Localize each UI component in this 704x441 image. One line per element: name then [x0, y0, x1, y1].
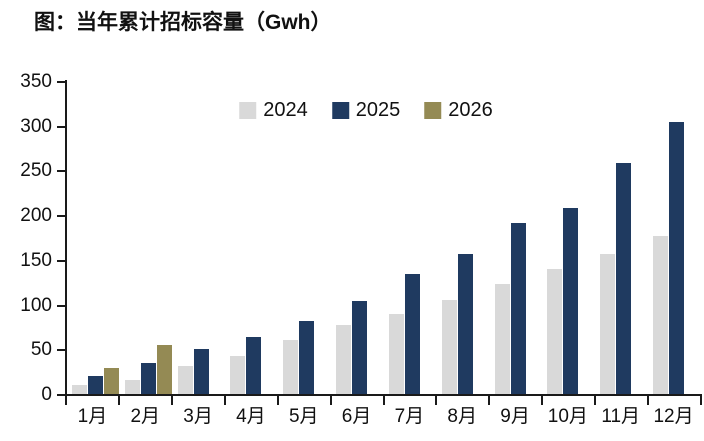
bar-group-6月	[331, 81, 384, 394]
y-tick	[57, 304, 65, 307]
bar-group-11月	[595, 81, 648, 394]
y-tick	[57, 125, 65, 128]
bar-2024-3月	[177, 366, 193, 394]
bar-2024-7月	[388, 314, 404, 394]
x-tick	[541, 396, 544, 405]
bar-2024-4月	[230, 355, 246, 394]
legend-label: 2025	[355, 99, 401, 121]
x-tick	[647, 396, 650, 405]
bar-2025-3月	[193, 349, 209, 394]
x-tick-label: 7月	[394, 406, 425, 427]
y-tick-label: 150	[20, 249, 52, 271]
y-tick	[57, 81, 65, 83]
x-tick	[382, 396, 385, 405]
bar-2025-10月	[563, 208, 579, 394]
bar-2025-4月	[246, 336, 262, 394]
x-tick-label: 9月	[500, 406, 530, 427]
bar-2024-9月	[494, 284, 510, 394]
x-tick-label: 6月	[341, 406, 372, 427]
y-tick-label: 200	[20, 205, 52, 227]
legend-label: 2024	[263, 99, 308, 121]
bar-2024-10月	[547, 268, 563, 394]
bar-group-1月	[67, 81, 120, 394]
x-tick	[117, 396, 120, 405]
legend-item-2026: 2026	[424, 99, 493, 122]
x-axis-labels: 1月 2月 3月 4月 5月 6月 7月 8月 9月 10月 11月 12月	[66, 401, 700, 428]
bar-2024-11月	[600, 253, 616, 394]
y-tick	[57, 215, 65, 218]
bar-2025-2月	[140, 362, 156, 394]
bar-2025-6月	[352, 301, 368, 394]
bar-2024-12月	[653, 235, 669, 394]
x-tick-label: 10月	[547, 406, 588, 427]
x-tick	[170, 396, 173, 405]
legend-item-2025: 2025	[331, 99, 401, 122]
bar-2025-8月	[457, 253, 473, 394]
bar-2025-12月	[669, 122, 685, 394]
bar-2025-5月	[299, 320, 315, 394]
plot-area	[67, 81, 701, 394]
y-tick-label: 250	[20, 160, 52, 182]
x-tick	[488, 396, 491, 405]
bar-group-8月	[437, 81, 490, 394]
bar-group-2月	[120, 81, 173, 394]
legend-swatch-icon	[331, 102, 349, 119]
x-tick	[223, 396, 226, 405]
y-tick	[57, 349, 65, 352]
x-tick-label: 11月	[601, 406, 641, 427]
chart-legend: 2024 2025 2026	[239, 99, 493, 122]
y-tick-label: 350	[20, 71, 52, 92]
x-tick	[435, 396, 438, 405]
bar-group-7月	[384, 81, 437, 394]
x-tick-label: 5月	[288, 406, 319, 427]
x-tick	[276, 396, 279, 405]
bar-group-3月	[173, 81, 226, 394]
y-tick-label: 300	[20, 115, 52, 137]
x-tick-label: 1月	[77, 406, 108, 427]
x-tick-label: 8月	[447, 406, 477, 427]
bar-2025-11月	[616, 163, 632, 394]
bar-group-9月	[490, 81, 543, 394]
legend-item-2024: 2024	[239, 99, 308, 122]
x-tick	[700, 396, 702, 405]
bar-2025-9月	[510, 223, 526, 394]
x-tick-label: 3月	[183, 406, 213, 427]
bar-2026-2月	[156, 344, 172, 394]
bar-2025-7月	[404, 274, 420, 394]
legend-swatch-icon	[424, 102, 442, 119]
y-tick	[57, 394, 65, 396]
bar-group-4月	[225, 81, 278, 394]
bar-group-10月	[542, 81, 595, 394]
bar-2025-1月	[88, 376, 103, 394]
bar-2024-6月	[336, 325, 352, 394]
x-tick	[65, 396, 67, 405]
bar-2024-2月	[124, 379, 140, 394]
x-tick	[329, 396, 332, 405]
legend-label: 2026	[448, 99, 493, 121]
y-tick-label: 50	[30, 339, 52, 361]
y-axis-line	[65, 80, 67, 405]
y-tick-label: 100	[20, 294, 52, 316]
legend-swatch-icon	[239, 102, 257, 119]
x-axis-line	[65, 394, 702, 396]
bar-group-5月	[278, 81, 331, 394]
bar-2026-1月	[104, 368, 119, 394]
x-tick-label: 12月	[653, 406, 694, 427]
y-tick-label: 0	[41, 384, 52, 405]
y-tick	[57, 170, 65, 173]
bar-2024-8月	[441, 300, 457, 394]
x-tick-label: 2月	[130, 406, 161, 427]
bar-group-12月	[648, 81, 701, 394]
x-tick-label: 4月	[236, 406, 266, 427]
bar-2024-5月	[283, 340, 299, 394]
y-tick	[57, 259, 65, 262]
x-tick	[594, 396, 597, 405]
chart-title: 图：当年累计招标容量（Gwh）	[34, 11, 332, 34]
bar-2024-1月	[72, 385, 87, 394]
